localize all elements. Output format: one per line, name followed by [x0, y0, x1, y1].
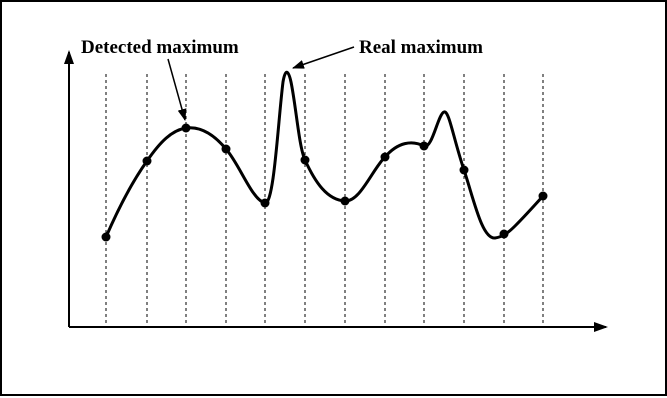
sample-point — [380, 152, 390, 162]
sample-point — [499, 229, 509, 239]
sample-point — [142, 156, 152, 166]
real-maximum-label: Real maximum — [359, 37, 483, 58]
sample-point — [101, 232, 111, 242]
sample-point — [538, 191, 548, 201]
sample-point — [260, 198, 270, 208]
sample-point — [419, 141, 429, 151]
sampling-lines — [105, 74, 544, 327]
sample-point — [459, 165, 469, 175]
sample-points — [101, 123, 548, 242]
sample-point-detected-maximum — [181, 123, 191, 133]
detected-maximum-label: Detected maximum — [81, 37, 239, 58]
real-maximum-arrow — [292, 46, 355, 69]
signal-curve — [104, 70, 545, 240]
sample-point — [221, 144, 231, 154]
detected-maximum-arrow — [167, 58, 187, 121]
sample-point — [340, 196, 350, 206]
sample-point — [300, 155, 310, 165]
